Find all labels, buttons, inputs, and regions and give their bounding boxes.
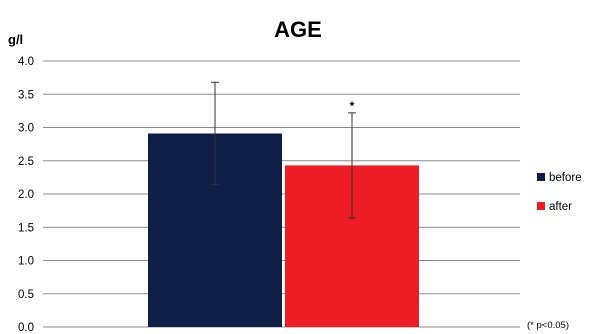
bars	[148, 133, 419, 327]
y-tick-label: 2.0	[18, 189, 34, 201]
y-tick-label: 0.5	[18, 289, 34, 301]
y-tick-label: 1.5	[18, 222, 34, 234]
legend: before after	[537, 172, 582, 213]
y-tick-label: 0.0	[18, 322, 34, 334]
y-tick-label: 4.0	[18, 56, 34, 68]
y-tick-labels: 0.0 0.5 1.0 1.5 2.0 2.5 3.0 3.5 4.0	[18, 56, 34, 334]
legend-label-before: before	[549, 172, 582, 184]
chart-title: AGE	[274, 17, 322, 42]
error-bars: *	[211, 81, 356, 219]
y-tick-label: 3.5	[18, 89, 34, 101]
y-tick-label: 1.0	[18, 256, 34, 268]
legend-swatch-after	[537, 202, 545, 210]
y-tick-label: 3.0	[18, 123, 34, 135]
significance-marker: *	[350, 99, 355, 113]
y-tick-label: 2.5	[18, 156, 34, 168]
y-axis-label: g/l	[8, 32, 23, 47]
significance-note: (* p<0.05)	[527, 320, 569, 331]
legend-label-after: after	[549, 201, 572, 213]
legend-swatch-before	[537, 173, 545, 181]
